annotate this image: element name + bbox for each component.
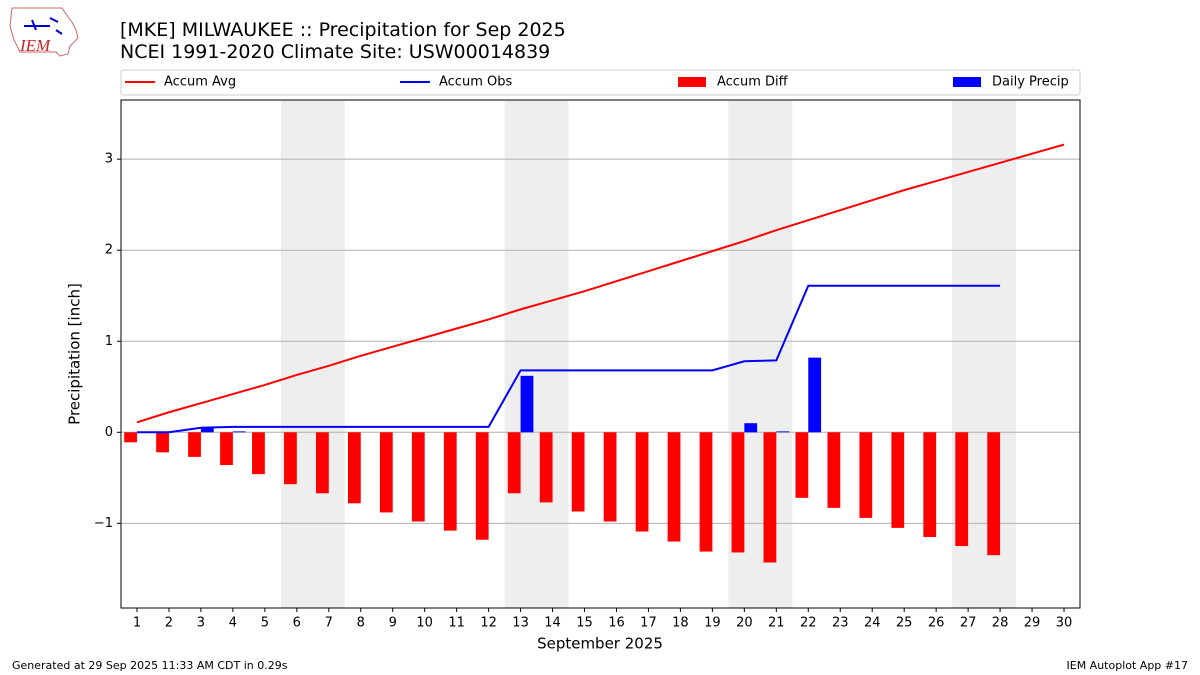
- bar: [539, 432, 553, 503]
- legend-box: [120, 69, 1081, 96]
- bar: [808, 357, 822, 433]
- chart-title: [MKE] MILWAUKEE :: Precipitation for Sep…: [120, 19, 566, 41]
- bar: [347, 432, 361, 504]
- bar: [252, 432, 265, 475]
- legend-label: Accum Obs: [439, 75, 512, 90]
- weekend-shade: [504, 100, 569, 608]
- bar: [124, 432, 137, 443]
- x-tick-label: 1: [133, 616, 141, 631]
- x-tick-label: 28: [992, 616, 1009, 631]
- x-tick-label: 13: [512, 616, 529, 631]
- y-tick-label: 3: [105, 152, 113, 167]
- bar: [315, 432, 329, 494]
- x-tick-label: 14: [544, 616, 561, 631]
- chart-subtitle: NCEI 1991-2020 Climate Site: USW00014839: [120, 41, 550, 63]
- y-tick-label: 1: [105, 334, 113, 349]
- bar: [220, 432, 233, 466]
- x-tick-label: 21: [768, 616, 785, 631]
- bar: [923, 432, 937, 537]
- bar: [776, 431, 790, 433]
- bar: [188, 432, 201, 457]
- line: [136, 143, 1065, 424]
- x-tick-label: 10: [416, 616, 433, 631]
- bar: [795, 432, 809, 498]
- legend-label: Accum Avg: [164, 75, 236, 90]
- legend-swatch: [953, 77, 981, 87]
- x-tick-label: 23: [832, 616, 849, 631]
- footer-right: IEM Autoplot App #17: [1067, 659, 1189, 672]
- x-tick-label: 25: [896, 616, 913, 631]
- bar: [507, 432, 521, 494]
- bar: [443, 432, 457, 531]
- legend-label: Accum Diff: [717, 75, 789, 90]
- bar: [603, 432, 617, 522]
- bar: [635, 432, 649, 532]
- bar: [571, 432, 585, 512]
- bar: [667, 432, 681, 542]
- bar: [379, 432, 393, 513]
- bar: [411, 432, 425, 522]
- bar: [987, 432, 1001, 556]
- logo-icons: [24, 17, 63, 35]
- x-tick-label: 11: [448, 616, 465, 631]
- bar: [232, 431, 246, 433]
- x-tick-label: 3: [197, 616, 205, 631]
- y-tick-label: 2: [105, 243, 113, 258]
- bar: [156, 432, 169, 453]
- logo: IEM: [9, 7, 79, 57]
- x-tick-label: 24: [864, 616, 881, 631]
- x-tick-label: 6: [293, 616, 301, 631]
- weekend-shade: [280, 100, 345, 608]
- x-tick-label: 4: [229, 616, 237, 631]
- x-axis-label: September 2025: [537, 635, 663, 653]
- y-axis-label: Precipitation [inch]: [66, 283, 84, 425]
- x-tick-label: 26: [928, 616, 945, 631]
- x-tick-label: 15: [576, 616, 593, 631]
- x-tick-label: 12: [480, 616, 497, 631]
- bar: [731, 432, 745, 553]
- bar: [744, 423, 758, 433]
- y-tick-label: 0: [105, 425, 113, 440]
- bar: [475, 432, 489, 540]
- legend-swatch: [678, 77, 706, 87]
- bar: [891, 432, 905, 528]
- x-tick-label: 17: [640, 616, 657, 631]
- bar: [200, 427, 214, 433]
- x-tick-label: 30: [1056, 616, 1073, 631]
- x-tick-label: 22: [800, 616, 817, 631]
- x-tick-label: 16: [608, 616, 625, 631]
- x-tick-label: 29: [1024, 616, 1041, 631]
- x-tick-label: 27: [960, 616, 977, 631]
- x-tick-label: 8: [357, 616, 365, 631]
- y-tick-label: −1: [94, 516, 113, 531]
- x-tick-label: 9: [389, 616, 397, 631]
- x-tick-label: 19: [704, 616, 721, 631]
- legend-label: Daily Precip: [992, 75, 1069, 90]
- bar: [699, 432, 713, 552]
- x-tick-label: 7: [325, 616, 333, 631]
- bar: [763, 432, 777, 563]
- bar: [859, 432, 873, 518]
- x-tick-label: 20: [736, 616, 753, 631]
- bar: [827, 432, 841, 508]
- x-tick-label: 2: [165, 616, 173, 631]
- logo-text: IEM: [19, 36, 51, 55]
- x-tick-label: 5: [261, 616, 269, 631]
- line: [136, 284, 1001, 434]
- bar: [520, 375, 534, 433]
- plot-frame: [120, 99, 1081, 609]
- x-tick-label: 18: [672, 616, 689, 631]
- logo-outline: [9, 7, 79, 57]
- bar: [284, 432, 297, 485]
- bar: [955, 432, 969, 547]
- footer-left: Generated at 29 Sep 2025 11:33 AM CDT in…: [12, 659, 288, 672]
